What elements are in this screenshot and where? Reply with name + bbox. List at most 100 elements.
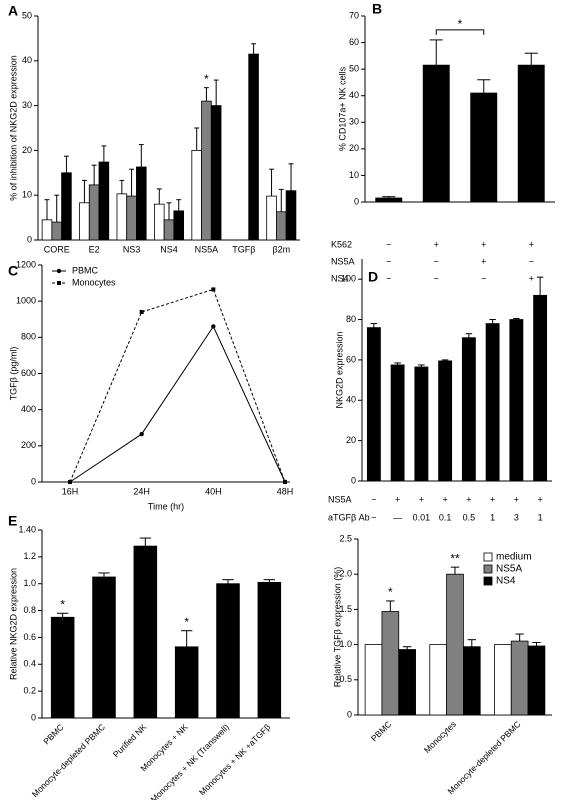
significance-label: *: [184, 615, 189, 629]
panel-label: C: [8, 263, 18, 279]
y-tick-label: 200: [21, 440, 36, 450]
y-axis-title: % CD107a+ NK cells: [337, 66, 347, 151]
x-tick-label: 16H: [62, 486, 79, 496]
marker: [283, 480, 287, 484]
y-tick-label: 30: [349, 117, 359, 127]
y-tick-label: 0: [27, 234, 32, 244]
bar: [41, 219, 53, 241]
condition-value: +: [466, 494, 471, 504]
condition-value: −: [386, 239, 391, 249]
bar: [174, 646, 199, 719]
condition-value: +: [481, 256, 486, 266]
condition-value: +: [419, 494, 424, 504]
y-tick-label: 60: [349, 37, 359, 47]
y-tick-label: 0.6: [23, 632, 36, 642]
y-tick-label: 0: [347, 709, 352, 719]
bar: [201, 100, 212, 241]
bar: [266, 195, 277, 241]
x-tick-label: Monocytes + NK (Transwell): [148, 722, 231, 800]
y-tick-label: 800: [21, 332, 36, 342]
y-tick-label: 80: [346, 314, 356, 324]
bar: [494, 644, 512, 716]
condition-value: —: [393, 512, 402, 522]
x-tick-label: PBMC: [41, 722, 65, 746]
x-tick-label: E2: [89, 244, 100, 254]
bar: [533, 294, 548, 482]
condition-value: −: [371, 494, 376, 504]
bar: [257, 581, 282, 719]
bar: [51, 221, 62, 241]
y-tick-label: 50: [349, 64, 359, 74]
y-tick-label: 30: [22, 100, 32, 110]
y-tick-label: 0: [31, 712, 36, 722]
y-tick-label: 70: [349, 10, 359, 20]
condition-value: +: [490, 494, 495, 504]
condition-value: −: [371, 512, 376, 522]
y-axis-title: NKG2D expression: [334, 331, 344, 408]
significance-label: **: [450, 551, 460, 565]
y-tick-label: 100: [341, 274, 356, 284]
bar: [429, 644, 447, 716]
bar: [485, 323, 500, 482]
legend-label: NS4: [496, 576, 516, 587]
condition-value: −: [529, 256, 534, 266]
legend-marker: [57, 281, 61, 285]
significance-bracket: [435, 29, 485, 35]
bar: [381, 611, 400, 716]
panel-label: D: [368, 269, 378, 285]
marker: [211, 324, 216, 329]
x-tick-label: 40H: [205, 486, 222, 496]
condition-value: +: [529, 239, 534, 249]
condition-value: +: [537, 494, 542, 504]
bar: [116, 193, 128, 241]
y-tick-label: 10: [22, 190, 32, 200]
condition-name: NS4: [331, 273, 349, 283]
y-tick-label: 0: [31, 476, 36, 486]
y-axis-title: Relative NKG2D expression: [8, 568, 18, 680]
bar: [191, 149, 202, 241]
bar: [173, 210, 184, 241]
bar: [50, 616, 75, 719]
bar: [154, 203, 165, 241]
bar: [509, 319, 524, 482]
legend-swatch: [483, 576, 493, 586]
y-tick-label: 60: [346, 354, 356, 364]
bar: [375, 197, 403, 203]
line: [69, 325, 286, 483]
legend-label: PBMC: [72, 265, 99, 275]
bar: [398, 649, 416, 716]
bar: [364, 644, 383, 716]
panel-label: B: [372, 1, 382, 17]
condition-value: 0.5: [463, 512, 476, 522]
bar: [390, 364, 405, 482]
y-tick-label: 20: [349, 143, 359, 153]
condition-value: −: [386, 256, 391, 266]
bar: [510, 640, 529, 716]
condition-value: 0.1: [439, 512, 452, 522]
x-tick-label: Monocytes + NK +aTGFβ: [197, 722, 272, 797]
x-tick-label: Purified NK: [111, 722, 149, 760]
y-axis-title: TGFβ (pg/ml): [8, 347, 18, 401]
bar: [366, 327, 381, 482]
marker: [139, 431, 144, 437]
bar: [422, 64, 450, 203]
condition-name: K562: [331, 239, 352, 249]
y-tick-label: 2.5: [339, 533, 352, 543]
y-tick-label: 10: [349, 170, 359, 180]
x-tick-label: 24H: [133, 486, 150, 496]
condition-value: +: [514, 494, 519, 504]
y-tick-label: 0.2: [23, 686, 36, 696]
marker: [211, 287, 216, 292]
legend-marker: [56, 268, 62, 274]
y-tick-label: 0: [351, 475, 356, 485]
condition-value: +: [442, 494, 447, 504]
x-tick-label: NS4: [160, 244, 178, 254]
y-tick-label: 1.2: [23, 551, 36, 561]
bar: [133, 545, 158, 719]
x-tick-label: TGFβ: [232, 244, 255, 254]
bar: [461, 337, 476, 482]
bar: [126, 195, 137, 241]
bar: [463, 646, 481, 716]
condition-name: aTGFβ Ab: [328, 512, 370, 522]
condition-name: NS5A: [331, 256, 355, 266]
